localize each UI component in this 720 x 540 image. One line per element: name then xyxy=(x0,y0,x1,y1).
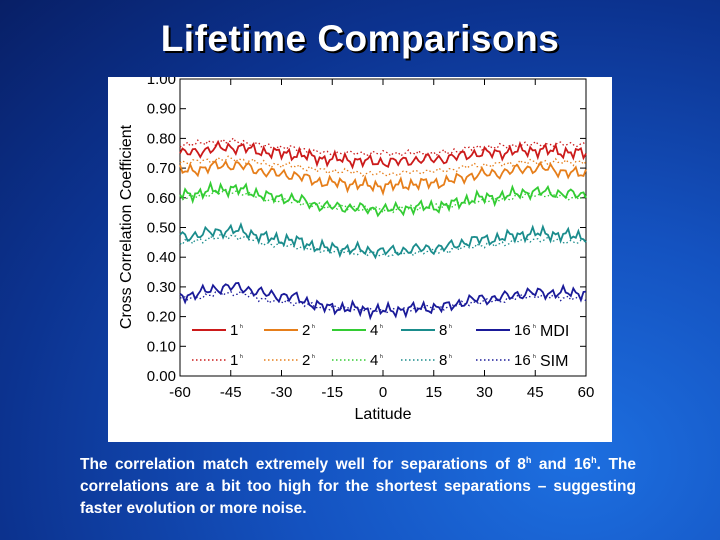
legend-entry-sup: h xyxy=(240,354,243,360)
x-tick-label: -60 xyxy=(169,384,191,401)
y-tick-label: 0.90 xyxy=(147,101,176,118)
y-tick-label: 0.00 xyxy=(147,368,176,385)
legend-entry-sup: h xyxy=(449,354,452,360)
y-tick-label: 0.50 xyxy=(147,220,176,237)
legend-entry-label: 4 xyxy=(370,322,378,339)
legend-entry-label: 16 xyxy=(514,322,531,339)
legend-entry-sup: h xyxy=(380,324,383,330)
legend-entry-label: 8 xyxy=(439,322,447,339)
legend-group-label: SIM xyxy=(540,353,568,370)
series-line-1h-mdi xyxy=(179,139,587,170)
legend-group-label: MDI xyxy=(540,323,569,340)
y-tick-label: 0.20 xyxy=(147,309,176,326)
series-line-2h-mdi xyxy=(179,159,587,197)
y-tick-label: 0.40 xyxy=(147,249,176,266)
legend-entry-label: 8 xyxy=(439,352,447,369)
x-axis-label: Latitude xyxy=(355,406,412,423)
x-tick-label: 45 xyxy=(527,384,544,401)
legend-entry-sup: h xyxy=(533,354,536,360)
series-line-2h-sim xyxy=(179,155,587,177)
y-tick-label: 0.70 xyxy=(147,160,176,177)
series-line-8h-mdi xyxy=(179,221,587,260)
legend-entry-label: 2 xyxy=(302,352,310,369)
legend-entry-sup: h xyxy=(533,324,536,330)
y-axis-label: Cross Correlation Coefficient xyxy=(118,124,135,329)
caption-sup2: h xyxy=(591,454,597,465)
legend-entry-sup: h xyxy=(449,324,452,330)
series-line-1h-sim xyxy=(179,136,587,158)
legend-entry-sup: h xyxy=(380,354,383,360)
legend-entry-label: 1 xyxy=(230,352,238,369)
y-tick-label: 0.60 xyxy=(147,190,176,207)
legend-entry-label: 1 xyxy=(230,322,238,339)
y-tick-label: 0.80 xyxy=(147,130,176,147)
x-tick-label: 30 xyxy=(476,384,493,401)
caption-part1: The correlation match extremely well for… xyxy=(80,456,526,473)
x-tick-label: 0 xyxy=(379,384,387,401)
legend-entry-sup: h xyxy=(312,324,315,330)
chart-figure: 0.00 0.10 0.20 0.30 0.40 0.50 0.60 0.70 0.80 0.90… xyxy=(108,77,612,442)
y-tick-label: 0.10 xyxy=(147,338,176,355)
legend-entry-label: 16 xyxy=(514,352,531,369)
caption-sup1: h xyxy=(525,454,532,465)
series-line-8h-sim xyxy=(179,232,587,258)
series-line-4h-mdi xyxy=(179,180,587,218)
x-tick-label: -15 xyxy=(321,384,343,401)
caption-part2: and 16 xyxy=(531,456,592,473)
slide-title: Lifetime Comparisons xyxy=(160,18,560,59)
series-line-16h-mdi xyxy=(179,282,587,321)
legend-entry-sup: h xyxy=(240,324,243,330)
x-tick-label: 60 xyxy=(578,384,595,401)
legend-entry-label: 2 xyxy=(302,322,310,339)
caption-part3: . The correlations are a bit too high fo… xyxy=(80,456,636,517)
x-tick-label: -30 xyxy=(271,384,293,401)
y-tick-label: 0.30 xyxy=(147,279,176,296)
y-tick-label: 1.00 xyxy=(147,77,176,88)
legend-entry-label: 4 xyxy=(370,352,378,369)
correlation-chart: 0.00 0.10 0.20 0.30 0.40 0.50 0.60 0.70 0.80 0.90… xyxy=(118,77,595,423)
legend-entry-sup: h xyxy=(312,354,315,360)
x-tick-label: -45 xyxy=(220,384,242,401)
series-line-4h-sim xyxy=(179,188,587,214)
slide-caption: The correlation match extremely well for… xyxy=(80,454,636,520)
x-tick-label: 15 xyxy=(425,384,442,401)
